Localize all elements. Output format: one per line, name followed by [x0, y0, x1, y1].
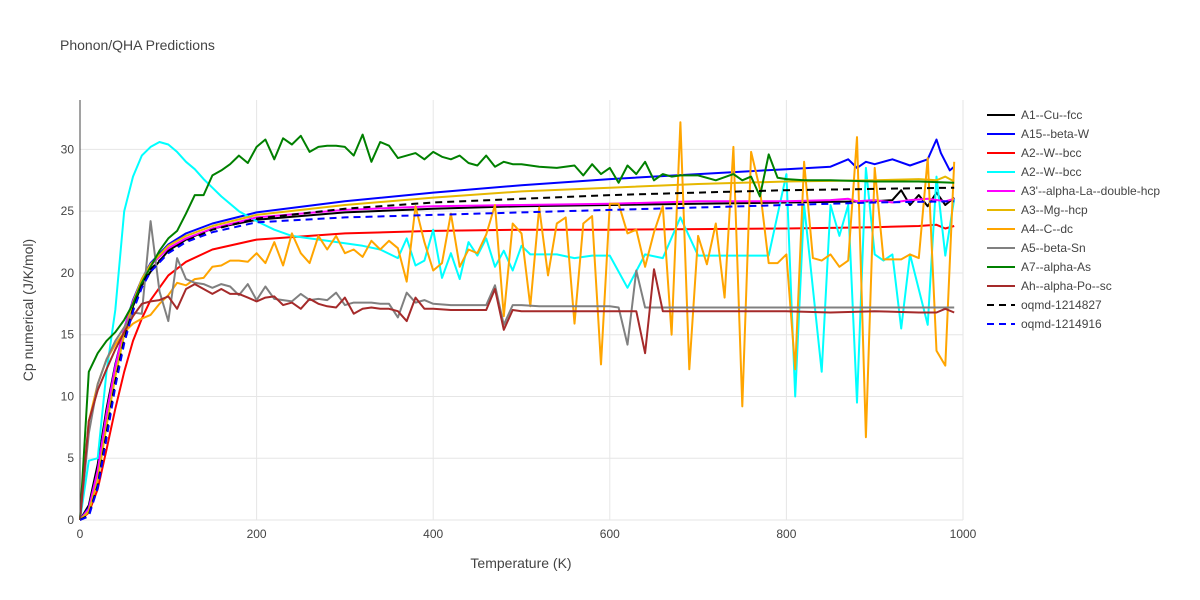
x-axis-ticks: 0 200 400 600 800 1000 — [77, 527, 977, 541]
series-line-9 — [79, 268, 955, 521]
legend-item[interactable]: A4--C--dc — [987, 222, 1073, 236]
legend-item[interactable]: oqmd-1214827 — [987, 298, 1102, 312]
legend-label: A2--W--bcc — [1021, 146, 1081, 160]
y-axis-title: Cp numerical (J/K/mol) — [20, 239, 36, 381]
legend-label: A5--beta-Sn — [1021, 241, 1086, 255]
x-axis-title: Temperature (K) — [470, 555, 571, 571]
grid — [79, 100, 964, 521]
legend-label: A1--Cu--fcc — [1021, 108, 1082, 122]
y-tick-label: 5 — [67, 451, 74, 465]
x-tick-label: 1000 — [950, 527, 977, 541]
y-tick-label: 20 — [61, 266, 75, 280]
y-tick-label: 15 — [61, 328, 75, 342]
series-line-7 — [79, 220, 955, 521]
series-line-4 — [79, 197, 955, 521]
legend-item[interactable]: A1--Cu--fcc — [987, 108, 1082, 122]
legend-item[interactable]: A3--Mg--hcp — [987, 203, 1088, 217]
series-line-5 — [79, 175, 955, 521]
legend-label: A3--Mg--hcp — [1021, 203, 1088, 217]
y-tick-label: 10 — [61, 389, 75, 403]
legend-label: A2--W--bcc — [1021, 165, 1081, 179]
legend-item[interactable]: oqmd-1214916 — [987, 317, 1102, 331]
x-tick-label: 400 — [423, 527, 443, 541]
legend-label: A15--beta-W — [1021, 127, 1090, 141]
y-axis-ticks: 0 5 10 15 20 25 30 — [61, 142, 75, 527]
series-line-3 — [79, 141, 956, 521]
y-tick-label: 25 — [61, 204, 75, 218]
x-tick-label: 600 — [600, 527, 620, 541]
legend-label: A3'--alpha-La--double-hcp — [1021, 184, 1160, 198]
x-tick-label: 200 — [247, 527, 267, 541]
series-line-2 — [79, 223, 955, 521]
legend-label: oqmd-1214827 — [1021, 298, 1102, 312]
legend-item[interactable]: A7--alpha-As — [987, 260, 1091, 274]
legend-item[interactable]: A5--beta-Sn — [987, 241, 1086, 255]
x-tick-label: 800 — [776, 527, 796, 541]
legend-item[interactable]: A3'--alpha-La--double-hcp — [987, 184, 1160, 198]
series-line-6 — [79, 121, 956, 521]
legend-label: A4--C--dc — [1021, 222, 1073, 236]
legend-item[interactable]: A15--beta-W — [987, 127, 1090, 141]
x-tick-label: 0 — [77, 527, 84, 541]
series-line-11 — [79, 200, 955, 521]
legend-item[interactable]: A2--W--bcc — [987, 165, 1081, 179]
legend-label: A7--alpha-As — [1021, 260, 1091, 274]
legend-item[interactable]: Ah--alpha-Po--sc — [987, 279, 1112, 293]
legend-item[interactable]: A2--W--bcc — [987, 146, 1081, 160]
legend[interactable]: A1--Cu--fcc A15--beta-W A2--W--bcc A2--W--b… — [987, 108, 1160, 331]
legend-label: oqmd-1214916 — [1021, 317, 1102, 331]
series-line-8 — [79, 133, 955, 521]
y-tick-label: 30 — [61, 142, 75, 156]
plot-area — [79, 121, 956, 521]
chart-title: Phonon/QHA Predictions — [60, 37, 215, 53]
y-tick-label: 0 — [67, 513, 74, 527]
legend-label: Ah--alpha-Po--sc — [1021, 279, 1112, 293]
